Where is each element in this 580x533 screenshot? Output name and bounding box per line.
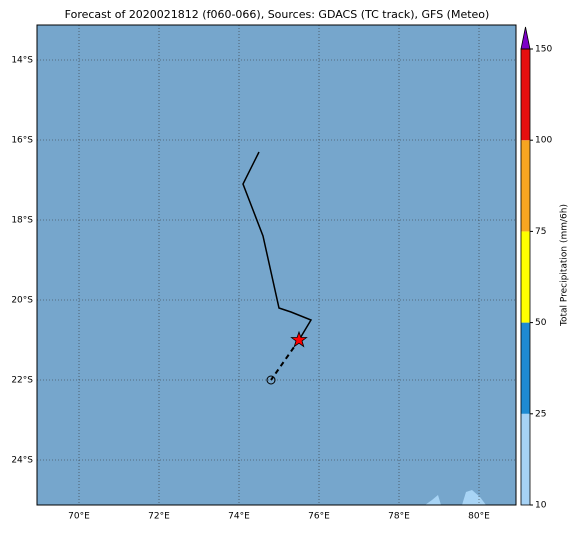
map-title: Forecast of 2020021812 (f060-066), Sourc… [65,8,490,21]
colorbar-segment [521,140,530,232]
forecast-point [266,375,276,385]
colorbar-segment [521,413,530,505]
forecast-line [270,339,300,381]
track-line [242,151,313,341]
y-tick-label: 24°S [11,456,33,466]
map-frame [36,24,517,506]
colorbar-tick-label: 150 [535,45,552,55]
colorbar-tick-label: 75 [535,227,546,237]
x-tick-label: 74°E [228,512,250,522]
colorbar-segment [521,231,530,323]
y-tick-label: 18°S [11,216,33,226]
y-tick-label: 16°S [11,136,33,146]
land [462,490,486,505]
colorbar-tick-label: 10 [535,501,547,511]
ocean [37,25,516,505]
y-tick-label: 14°S [11,56,33,66]
current-position [290,330,308,348]
x-tick-label: 80°E [468,512,490,522]
y-tick-label: 22°S [11,376,33,386]
y-tick-label: 20°S [11,296,33,306]
colorbar-tick-label: 50 [535,318,547,328]
colorbar-segment [521,49,530,141]
x-tick-label: 78°E [388,512,410,522]
colorbar-segment [521,322,530,414]
land [425,495,441,505]
x-tick-label: 70°E [68,512,90,522]
x-tick-label: 76°E [308,512,330,522]
colorbar-extension [520,26,531,50]
colorbar-tick-label: 100 [535,136,552,146]
colorbar-frame [520,48,531,506]
colorbar-tick-label: 25 [535,409,546,419]
x-tick-label: 72°E [148,512,170,522]
colorbar-label: Total Precipitation (mm/6h) [560,204,570,327]
